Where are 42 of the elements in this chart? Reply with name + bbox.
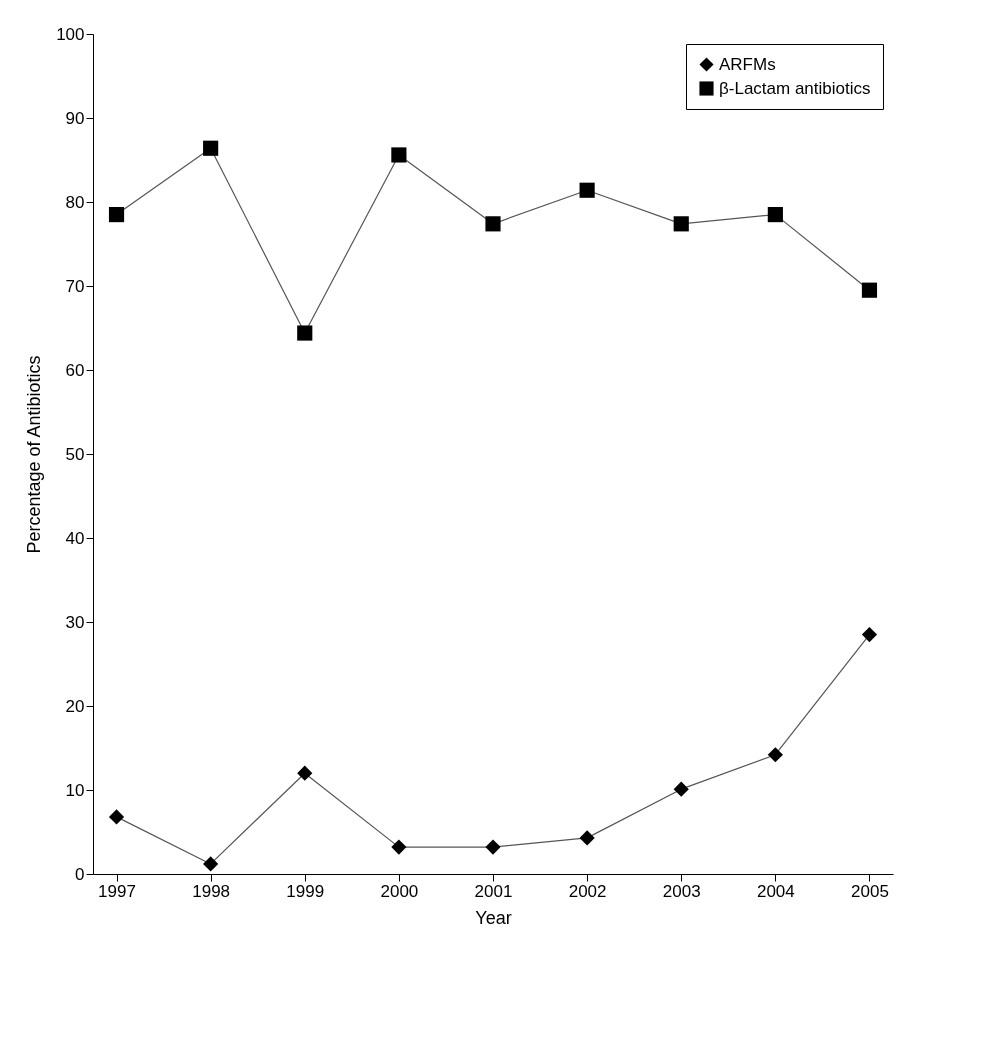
y-tick-label: 40 [65,528,85,548]
y-tick-label: 20 [65,696,85,716]
y-tick-label: 90 [65,108,85,128]
point [579,830,595,846]
y-tick-label: 30 [65,612,85,632]
x-tick-label: 1998 [192,881,231,901]
point [297,765,313,781]
x-tick-label: 2000 [380,881,419,901]
legend-label: β-Lactam antibiotics [719,78,871,98]
point [203,140,219,156]
x-tick-label: 2002 [568,881,607,901]
point [767,747,783,763]
point [108,207,125,223]
x-tick-label: 2003 [662,881,701,901]
point [391,839,407,855]
point [297,325,313,341]
point [108,809,125,825]
y-tick-label: 10 [65,780,85,800]
y-tick-label: 0 [75,864,85,884]
x-tick-label: 2005 [851,881,889,901]
point [861,627,878,643]
x-tick-label: 1999 [286,881,325,901]
point [485,839,501,855]
point [203,856,219,872]
y-tick-label: 70 [65,276,85,296]
x-tick-label: 2001 [474,881,513,901]
y-tick-label: 80 [65,192,85,212]
point [673,216,689,232]
point [391,147,407,163]
y-tick-label: 60 [65,360,85,380]
legend-label: ARFMs [719,54,776,74]
point [485,216,501,232]
y-axis-title: Percentage of Antibiotics [24,355,45,554]
y-tick-label: 100 [56,24,85,44]
point [673,781,689,797]
y-tick-label: 50 [65,444,85,464]
point [861,282,878,298]
x-tick-label: 1997 [98,881,136,901]
point [767,207,783,223]
point [579,182,595,198]
x-tick-label: 2004 [756,881,795,901]
x-axis-title: Year [475,907,512,928]
